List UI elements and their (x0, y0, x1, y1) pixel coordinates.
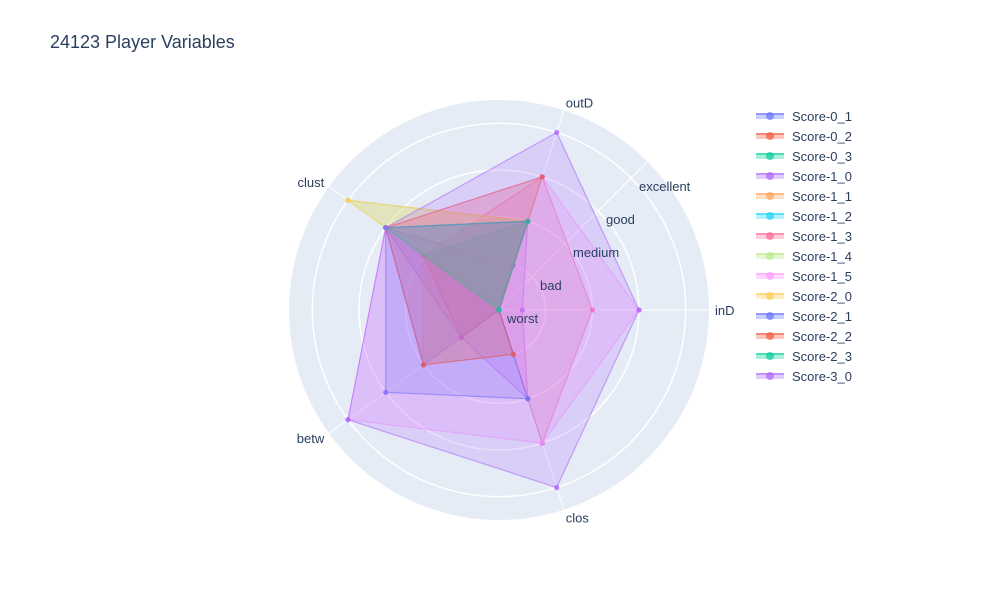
data-point[interactable] (496, 307, 502, 313)
series-area[interactable] (385, 175, 544, 366)
legend-swatch-icon (756, 231, 784, 241)
legend-swatch-icon (756, 171, 784, 181)
axis-label-clos: clos (566, 510, 590, 525)
legend-label: Score-3_0 (792, 368, 852, 384)
legend-swatch-icon (756, 151, 784, 161)
legend-label: Score-1_5 (792, 268, 852, 284)
data-point[interactable] (539, 440, 545, 446)
data-point[interactable] (589, 307, 595, 313)
legend-swatch-icon (756, 311, 784, 321)
radial-tick-label: bad (540, 278, 562, 293)
axis-label-outD: outD (566, 96, 593, 111)
data-point[interactable] (345, 197, 351, 203)
chart-title: 24123 Player Variables (50, 32, 235, 52)
legend-item[interactable]: Score-2_2 (756, 326, 852, 346)
radial-tick-label: excellent (639, 179, 691, 194)
legend-label: Score-1_3 (792, 228, 852, 244)
legend-label: Score-1_2 (792, 208, 852, 224)
radial-tick-label: good (606, 212, 635, 227)
legend-swatch-icon (756, 191, 784, 201)
legend-item[interactable]: Score-1_0 (756, 166, 852, 186)
legend-swatch-icon (756, 111, 784, 121)
legend-item[interactable]: Score-1_2 (756, 206, 852, 226)
series-area[interactable] (347, 131, 640, 489)
legend-item[interactable]: Score-3_0 (756, 366, 852, 386)
legend-item[interactable]: Score-0_1 (756, 106, 852, 126)
legend-swatch-icon (756, 251, 784, 261)
data-point[interactable] (519, 307, 525, 313)
legend-item[interactable]: Score-0_3 (756, 146, 852, 166)
data-point[interactable] (345, 417, 351, 423)
legend-label: Score-0_1 (792, 108, 852, 124)
legend-item[interactable]: Score-0_2 (756, 126, 852, 146)
data-point[interactable] (525, 396, 531, 402)
data-point[interactable] (525, 218, 531, 224)
legend-label: Score-1_4 (792, 248, 852, 264)
data-point[interactable] (554, 484, 560, 491)
legend-label: Score-2_3 (792, 348, 852, 364)
radial-tick-label: worst (506, 311, 538, 326)
legend-swatch-icon (756, 371, 784, 381)
axis-label-clust: clust (298, 175, 325, 190)
data-point[interactable] (554, 129, 560, 136)
data-point[interactable] (383, 225, 389, 231)
data-point[interactable] (539, 174, 545, 180)
legend-item[interactable]: Score-2_3 (756, 346, 852, 366)
legend-swatch-icon (756, 331, 784, 341)
data-point[interactable] (510, 351, 517, 357)
data-point[interactable] (420, 362, 427, 368)
legend-label: Score-2_1 (792, 308, 852, 324)
legend-item[interactable]: Score-2_1 (756, 306, 852, 326)
legend-label: Score-0_2 (792, 128, 852, 144)
axis-label-inD: inD (715, 303, 735, 318)
series-area[interactable] (383, 220, 529, 311)
legend-swatch-icon (756, 351, 784, 361)
data-point[interactable] (458, 334, 464, 341)
series-Score-3_0[interactable] (345, 129, 642, 491)
legend-swatch-icon (756, 291, 784, 301)
legend-label: Score-2_0 (792, 288, 852, 304)
data-point[interactable] (636, 307, 642, 313)
legend-label: Score-1_0 (792, 168, 852, 184)
legend-item[interactable]: Score-1_1 (756, 186, 852, 206)
legend-swatch-icon (756, 131, 784, 141)
legend: Score-0_1 Score-0_2 Score-0_3 Score-1_0 Scor… (756, 106, 852, 386)
legend-item[interactable]: Score-2_0 (756, 286, 852, 306)
legend-item[interactable]: Score-1_3 (756, 226, 852, 246)
axis-label-betw: betw (297, 431, 325, 446)
legend-item[interactable]: Score-1_4 (756, 246, 852, 266)
legend-label: Score-2_2 (792, 328, 852, 344)
legend-label: Score-1_1 (792, 188, 852, 204)
legend-swatch-icon (756, 211, 784, 221)
legend-item[interactable]: Score-1_5 (756, 266, 852, 286)
legend-swatch-icon (756, 271, 784, 281)
data-point[interactable] (383, 389, 389, 395)
radial-tick-label: medium (573, 245, 619, 260)
legend-label: Score-0_3 (792, 148, 852, 164)
